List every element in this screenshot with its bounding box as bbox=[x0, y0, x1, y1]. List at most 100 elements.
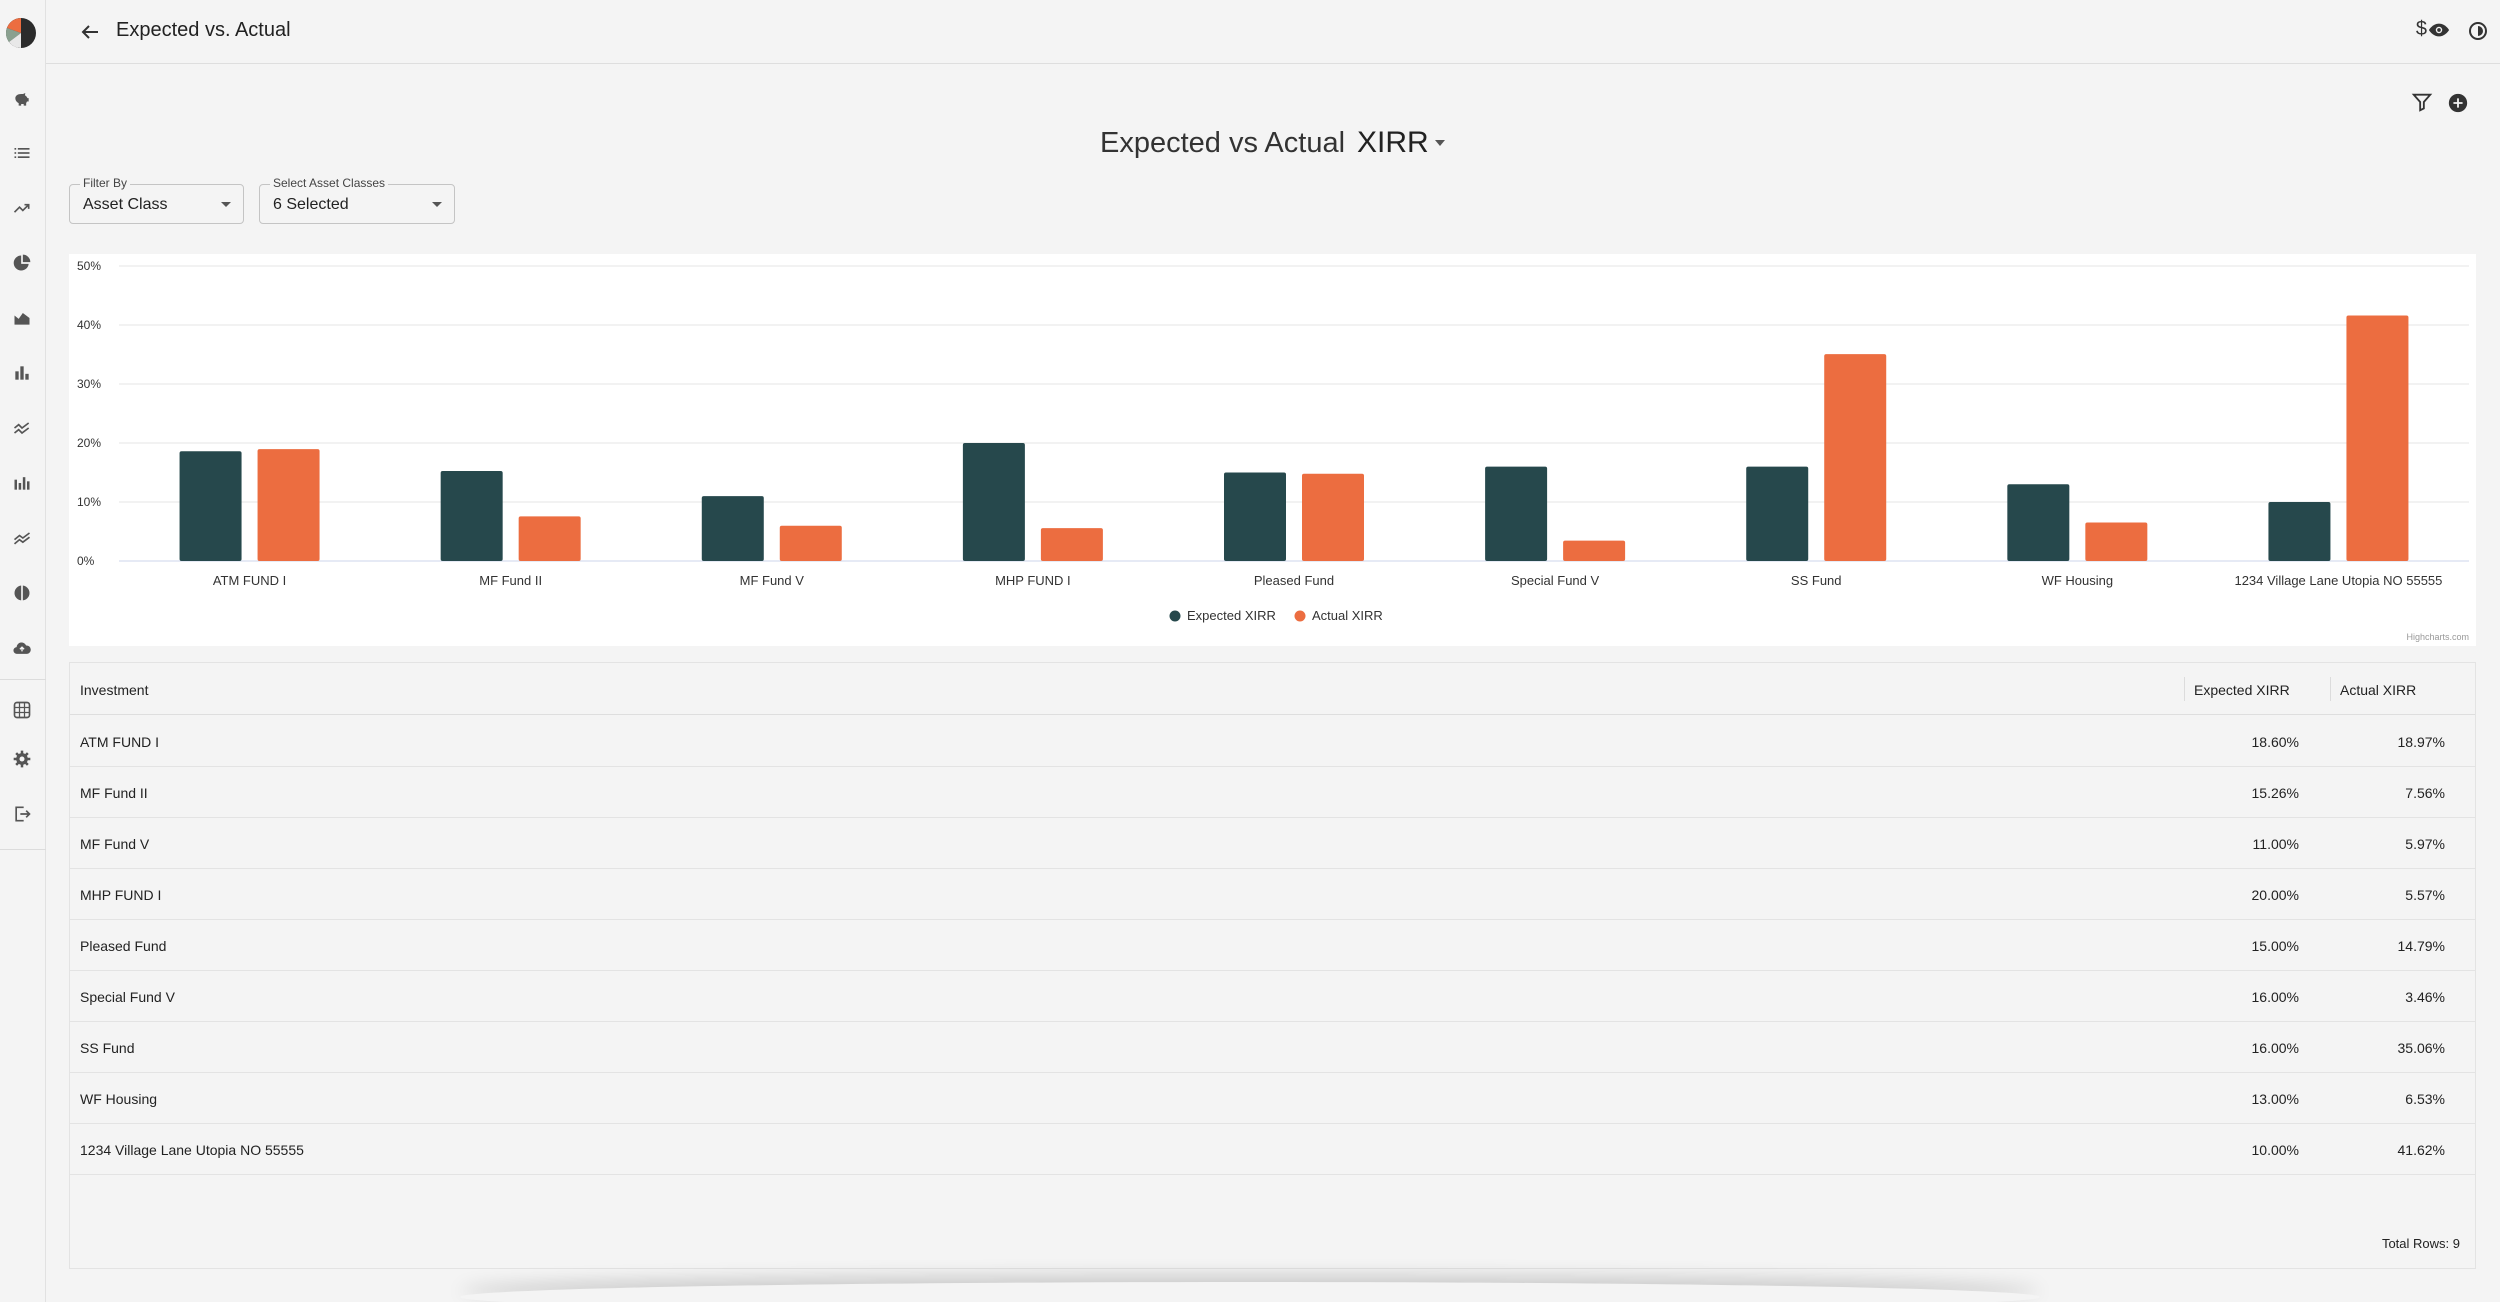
legend-label[interactable]: Actual XIRR bbox=[1312, 608, 1383, 623]
cell-expected-xirr: 10.00% bbox=[2251, 1142, 2299, 1158]
table-row[interactable]: WF Housing 13.00% 6.53% bbox=[70, 1073, 2475, 1124]
x-tick-label: SS Fund bbox=[1791, 573, 1842, 588]
gear-icon[interactable] bbox=[11, 748, 33, 770]
trending-up-icon[interactable] bbox=[11, 197, 33, 219]
bar-chart-icon[interactable] bbox=[11, 362, 33, 384]
pie-chart-icon[interactable] bbox=[11, 252, 33, 274]
multiline-chart-icon[interactable] bbox=[11, 417, 33, 439]
cell-investment: ATM FUND I bbox=[80, 734, 160, 750]
x-tick-label: 1234 Village Lane Utopia NO 55555 bbox=[2234, 573, 2442, 588]
cell-investment: Special Fund V bbox=[80, 989, 175, 1005]
column-header-expected[interactable]: Expected XIRR bbox=[2194, 682, 2290, 698]
column-header-investment[interactable]: Investment bbox=[80, 682, 149, 698]
half-circle-icon[interactable] bbox=[11, 582, 33, 604]
back-arrow-icon[interactable] bbox=[78, 20, 102, 44]
chart-svg: 0% 10% 20% 30% 40% 50% ATM FUND I MF Fund II MF … bbox=[77, 259, 2469, 642]
bar-actual-xirr[interactable] bbox=[257, 449, 320, 561]
chart-credits[interactable]: Highcharts.com bbox=[2406, 632, 2469, 642]
cell-actual-xirr: 3.46% bbox=[2405, 989, 2445, 1005]
bar-actual-xirr[interactable] bbox=[1824, 354, 1887, 561]
xirr-bar-chart: 0% 10% 20% 30% 40% 50% ATM FUND I MF Fund II MF … bbox=[69, 254, 2476, 646]
top-header: Expected vs. Actual $ bbox=[46, 0, 2500, 64]
bar-expected-xirr[interactable] bbox=[1746, 466, 1809, 561]
stacked-bar-icon[interactable] bbox=[11, 472, 33, 494]
table-row[interactable]: 1234 Village Lane Utopia NO 55555 10.00% 4… bbox=[70, 1124, 2475, 1175]
bar-expected-xirr[interactable] bbox=[2268, 502, 2331, 561]
cell-actual-xirr: 5.57% bbox=[2405, 887, 2445, 903]
bar-actual-xirr[interactable] bbox=[1563, 540, 1626, 561]
bar-expected-xirr[interactable] bbox=[962, 443, 1025, 561]
legend-marker[interactable] bbox=[1294, 610, 1306, 622]
x-tick-label: MF Fund II bbox=[479, 573, 542, 588]
bar-expected-xirr[interactable] bbox=[179, 451, 242, 561]
y-tick-label: 50% bbox=[77, 259, 101, 273]
asset-classes-label: Select Asset Classes bbox=[270, 176, 389, 190]
metric-dropdown-caret-icon[interactable] bbox=[1434, 140, 1445, 146]
cell-investment: WF Housing bbox=[80, 1091, 158, 1107]
app-logo[interactable] bbox=[4, 16, 38, 50]
cell-expected-xirr: 16.00% bbox=[2251, 989, 2299, 1005]
cell-actual-xirr: 35.06% bbox=[2397, 1040, 2445, 1056]
column-separator bbox=[2184, 677, 2185, 701]
sidebar-divider bbox=[0, 849, 46, 850]
logout-icon[interactable] bbox=[11, 803, 33, 825]
filter-icon[interactable] bbox=[2411, 91, 2433, 113]
currency-visibility-toggle[interactable]: $ bbox=[2416, 18, 2450, 41]
cell-investment: Pleased Fund bbox=[80, 938, 167, 954]
bar-actual-xirr[interactable] bbox=[1040, 528, 1103, 561]
cell-actual-xirr: 5.97% bbox=[2405, 836, 2445, 852]
dropdown-caret-icon bbox=[432, 202, 442, 207]
filter-by-select[interactable]: Filter By Asset Class bbox=[69, 176, 244, 224]
bar-expected-xirr[interactable] bbox=[440, 470, 503, 561]
cell-expected-xirr: 20.00% bbox=[2251, 887, 2299, 903]
table-header: Investment Expected XIRR Actual XIRR bbox=[70, 663, 2475, 715]
cell-investment: MHP FUND I bbox=[80, 887, 162, 903]
y-tick-label: 30% bbox=[77, 377, 101, 391]
bar-expected-xirr[interactable] bbox=[701, 496, 764, 561]
x-tick-label: ATM FUND I bbox=[213, 573, 286, 588]
column-separator bbox=[2330, 677, 2331, 701]
piggy-bank-icon[interactable] bbox=[11, 88, 33, 110]
area-chart-icon[interactable] bbox=[11, 307, 33, 329]
eye-icon bbox=[2428, 23, 2450, 36]
table-row[interactable]: Pleased Fund 15.00% 14.79% bbox=[70, 920, 2475, 971]
bar-actual-xirr[interactable] bbox=[518, 516, 581, 561]
cell-expected-xirr: 18.60% bbox=[2251, 734, 2299, 750]
legend-label[interactable]: Expected XIRR bbox=[1187, 608, 1276, 623]
list-icon[interactable] bbox=[11, 142, 33, 164]
bar-expected-xirr[interactable] bbox=[2007, 484, 2070, 561]
bar-actual-xirr[interactable] bbox=[1302, 473, 1364, 561]
legend-marker[interactable] bbox=[1169, 610, 1181, 622]
cell-actual-xirr: 41.62% bbox=[2397, 1142, 2445, 1158]
dropdown-caret-icon bbox=[221, 202, 231, 207]
asset-classes-value: 6 Selected bbox=[273, 196, 349, 213]
cell-actual-xirr: 6.53% bbox=[2405, 1091, 2445, 1107]
metric-selector[interactable]: XIRR bbox=[1357, 126, 1429, 159]
bar-expected-xirr[interactable] bbox=[1224, 472, 1286, 562]
y-tick-label: 20% bbox=[77, 436, 101, 450]
filter-by-label: Filter By bbox=[80, 176, 131, 190]
bar-expected-xirr[interactable] bbox=[1485, 466, 1548, 561]
table-row[interactable]: SS Fund 16.00% 35.06% bbox=[70, 1022, 2475, 1073]
currency-symbol: $ bbox=[2415, 18, 2427, 40]
column-header-actual[interactable]: Actual XIRR bbox=[2340, 682, 2417, 698]
table-row[interactable]: MF Fund II 15.26% 7.56% bbox=[70, 767, 2475, 818]
table-row[interactable]: ATM FUND I 18.60% 18.97% bbox=[70, 716, 2475, 767]
brightness-settings-icon[interactable] bbox=[2466, 19, 2490, 43]
asset-classes-select[interactable]: Select Asset Classes 6 Selected bbox=[259, 176, 455, 224]
bar-actual-xirr[interactable] bbox=[2346, 315, 2409, 561]
table-row[interactable]: MHP FUND I 20.00% 5.57% bbox=[70, 869, 2475, 920]
cloud-upload-icon[interactable] bbox=[11, 637, 33, 659]
cell-expected-xirr: 13.00% bbox=[2251, 1091, 2299, 1107]
grid-pattern-icon[interactable] bbox=[11, 699, 33, 721]
bar-actual-xirr[interactable] bbox=[779, 525, 842, 561]
cell-investment: MF Fund II bbox=[80, 785, 148, 801]
stacked-line-icon[interactable] bbox=[11, 527, 33, 549]
x-tick-label: MHP FUND I bbox=[995, 573, 1071, 588]
table-row[interactable]: Special Fund V 16.00% 3.46% bbox=[70, 971, 2475, 1022]
bar-actual-xirr[interactable] bbox=[2085, 522, 2148, 561]
add-circle-icon[interactable] bbox=[2447, 92, 2469, 114]
page-title: Expected vs. Actual bbox=[116, 19, 291, 41]
table-row[interactable]: MF Fund V 11.00% 5.97% bbox=[70, 818, 2475, 869]
chart-heading-prefix: Expected vs Actual bbox=[1100, 126, 1346, 159]
